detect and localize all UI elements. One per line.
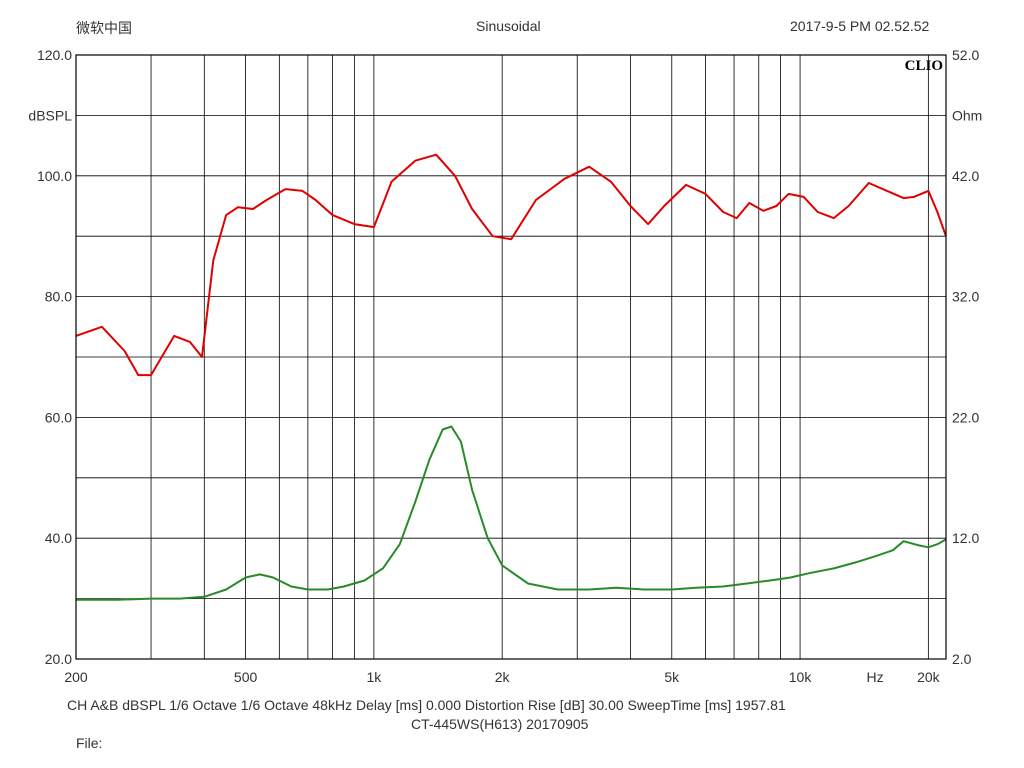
footer-device: CT-445WS(H613) 20170905 — [411, 716, 589, 732]
y-axis-right-label: Ohm — [952, 107, 982, 123]
x-tick-label: 5k — [664, 669, 680, 685]
grid — [76, 55, 946, 659]
x-tick-label: Hz — [867, 669, 884, 685]
brand-label: 微软中国 — [76, 20, 132, 36]
y-left-tick-label: 40.0 — [45, 530, 72, 546]
series-line-1 — [76, 425, 947, 601]
measurement-mode: Sinusoidal — [476, 18, 541, 34]
x-tick-label: 200 — [64, 669, 88, 685]
y-left-tick-label: 100.0 — [37, 168, 72, 184]
plot-frame — [75, 54, 947, 660]
y-left-tick-label: 120.0 — [37, 47, 72, 63]
y-right-tick-label: 52.0 — [952, 47, 979, 63]
y-left-tick-label: 80.0 — [45, 289, 72, 305]
x-tick-label: 500 — [234, 669, 258, 685]
y-left-tick-label: 60.0 — [45, 409, 72, 425]
y-right-tick-label: 22.0 — [952, 409, 979, 425]
x-tick-label: 10k — [789, 669, 813, 685]
clio-logo: CLIO — [905, 58, 943, 74]
x-tick-label: 20k — [917, 669, 941, 685]
file-label: File: — [76, 735, 103, 751]
tick-labels: 20.0 40.0 60.0 80.0 100.0 120.0 2.0 12.0 22.0 32.… — [37, 47, 980, 685]
y-right-tick-label: 32.0 — [952, 289, 979, 305]
series-line-0 — [75, 153, 947, 377]
y-right-tick-label: 2.0 — [952, 651, 972, 667]
footer-settings: CH A&B dBSPL 1/6 Octave 1/6 Octave 48kHz… — [67, 697, 786, 713]
series-group — [75, 153, 947, 601]
y-left-tick-label: 20.0 — [45, 651, 72, 667]
y-axis-left-label: dBSPL — [28, 107, 72, 123]
x-tick-label: 1k — [366, 669, 382, 685]
x-tick-label: 2k — [495, 669, 511, 685]
timestamp: 2017-9-5 PM 02.52.52 — [790, 18, 930, 34]
y-right-tick-label: 12.0 — [952, 530, 979, 546]
y-right-tick-label: 42.0 — [952, 168, 979, 184]
